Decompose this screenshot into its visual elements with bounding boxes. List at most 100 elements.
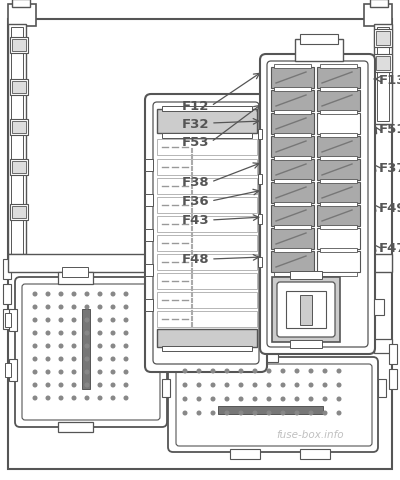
Circle shape (72, 306, 76, 309)
Text: F32: F32 (182, 117, 209, 130)
Bar (145, 300, 153, 312)
Circle shape (111, 306, 115, 309)
Circle shape (59, 371, 63, 374)
Bar (162, 346, 252, 351)
Circle shape (295, 370, 299, 373)
Bar (58, 422, 93, 432)
FancyBboxPatch shape (168, 357, 378, 452)
Bar (274, 180, 311, 185)
Circle shape (72, 358, 76, 361)
Bar (157, 179, 257, 194)
FancyBboxPatch shape (277, 282, 335, 337)
Bar (389, 369, 397, 389)
Circle shape (46, 319, 50, 322)
Bar (300, 295, 312, 325)
Circle shape (72, 384, 76, 387)
Circle shape (72, 293, 76, 296)
Bar (58, 273, 93, 285)
Bar (320, 89, 357, 93)
Bar (12, 40, 26, 52)
Circle shape (111, 371, 115, 374)
Circle shape (281, 397, 285, 401)
Bar (8, 5, 36, 27)
Circle shape (267, 384, 271, 387)
Bar (317, 114, 360, 135)
Bar (5, 363, 11, 377)
Circle shape (253, 397, 257, 401)
Bar (9, 309, 17, 331)
Text: F38: F38 (181, 176, 209, 189)
Circle shape (211, 384, 215, 387)
Circle shape (239, 411, 243, 415)
Bar (271, 137, 314, 157)
Bar (274, 180, 311, 184)
Circle shape (281, 370, 285, 373)
FancyBboxPatch shape (153, 103, 259, 364)
Bar (317, 68, 360, 89)
Bar (320, 250, 357, 253)
Circle shape (85, 384, 89, 387)
Circle shape (267, 370, 271, 373)
Bar (374, 55, 392, 73)
Bar (320, 111, 357, 115)
Circle shape (239, 384, 243, 387)
Bar (3, 260, 11, 279)
Circle shape (267, 411, 271, 415)
Circle shape (98, 319, 102, 322)
Bar (259, 160, 267, 172)
Circle shape (85, 396, 89, 400)
Circle shape (85, 293, 89, 296)
Bar (157, 216, 257, 232)
Circle shape (183, 370, 187, 373)
Bar (157, 160, 257, 176)
Text: F36: F36 (181, 195, 209, 208)
Bar (320, 227, 357, 230)
Circle shape (225, 370, 229, 373)
Circle shape (46, 332, 50, 335)
Circle shape (72, 319, 76, 322)
Circle shape (59, 384, 63, 387)
Bar (274, 157, 311, 162)
Bar (5, 313, 11, 327)
Bar (274, 204, 311, 207)
Circle shape (72, 396, 76, 400)
Circle shape (253, 384, 257, 387)
Bar (10, 38, 28, 54)
Bar (374, 339, 392, 353)
Circle shape (337, 384, 341, 387)
Bar (230, 449, 260, 459)
Circle shape (46, 306, 50, 309)
Bar (317, 252, 360, 273)
Bar (271, 252, 314, 273)
Text: F51: F51 (379, 123, 400, 136)
Circle shape (111, 293, 115, 296)
Circle shape (98, 396, 102, 400)
Bar (258, 130, 262, 140)
Bar (317, 182, 360, 204)
Circle shape (295, 411, 299, 415)
Circle shape (124, 293, 128, 296)
Bar (274, 273, 311, 276)
Bar (145, 194, 153, 206)
Bar (248, 352, 278, 362)
Bar (8, 25, 26, 260)
Bar (295, 40, 343, 62)
Bar (157, 254, 257, 270)
FancyBboxPatch shape (15, 277, 167, 427)
Circle shape (225, 411, 229, 415)
FancyBboxPatch shape (176, 364, 372, 446)
Circle shape (98, 345, 102, 348)
Bar (258, 215, 262, 225)
Circle shape (85, 345, 89, 348)
Bar (11, 28, 23, 255)
Circle shape (59, 396, 63, 400)
Text: F13: F13 (379, 73, 400, 86)
FancyBboxPatch shape (260, 55, 375, 354)
Circle shape (225, 397, 229, 401)
Bar (274, 111, 311, 115)
FancyBboxPatch shape (145, 95, 267, 372)
Bar (300, 449, 330, 459)
Bar (145, 160, 153, 172)
Circle shape (309, 411, 313, 415)
Bar (376, 57, 390, 71)
